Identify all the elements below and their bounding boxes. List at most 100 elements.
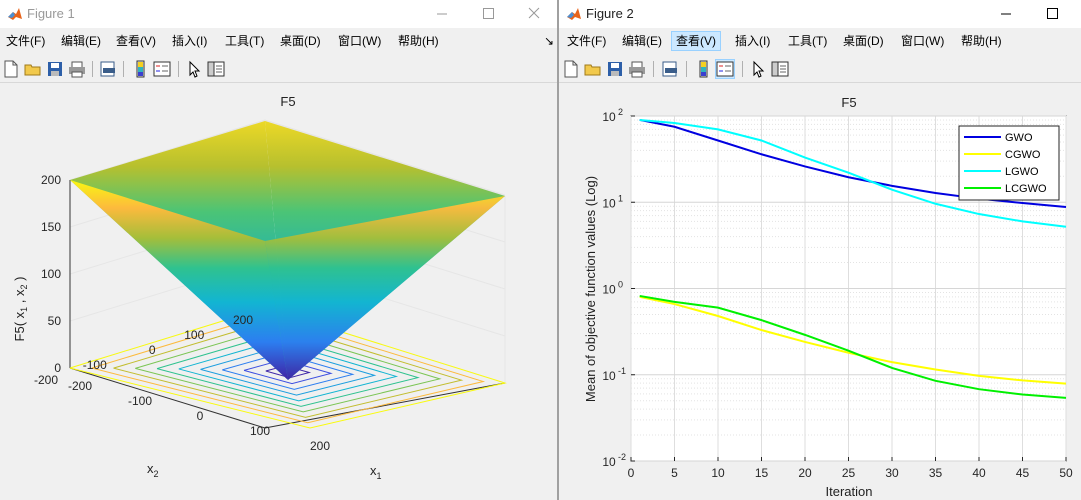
colorbar-button[interactable] bbox=[693, 59, 713, 79]
legend-icon bbox=[716, 61, 734, 77]
pointer-icon bbox=[753, 60, 765, 78]
figure-1-window: Figure 1 文件(F) 编辑(E) 查看(V) 插入(I) 工具(T) 桌… bbox=[0, 0, 557, 500]
x-axis-label: Iteration bbox=[826, 484, 873, 499]
contour-line bbox=[113, 320, 464, 418]
property-editor-button[interactable] bbox=[206, 59, 226, 79]
matlab-icon bbox=[567, 8, 581, 20]
property-editor-icon bbox=[771, 61, 789, 77]
chart-title: F5 bbox=[841, 95, 856, 110]
print-button[interactable] bbox=[67, 59, 87, 79]
colorbar-button[interactable] bbox=[130, 59, 150, 79]
new-figure-icon bbox=[4, 60, 18, 78]
window-title: Figure 1 bbox=[27, 6, 75, 21]
menu-help[interactable]: 帮助(H) bbox=[398, 34, 439, 48]
z-tick-label: 0 bbox=[54, 361, 61, 375]
minimize-button[interactable] bbox=[983, 0, 1029, 28]
title-bar[interactable]: Figure 1 bbox=[0, 0, 557, 28]
legend-label: LGWO bbox=[1005, 166, 1039, 178]
save-icon bbox=[48, 62, 62, 76]
series-line-cgwo bbox=[639, 295, 1067, 385]
save-button[interactable] bbox=[45, 59, 65, 79]
x-tick-label: 40 bbox=[972, 466, 986, 480]
close-button[interactable] bbox=[511, 0, 557, 28]
x-tick-label: 10 bbox=[711, 466, 725, 480]
menu-window[interactable]: 窗口(W) bbox=[901, 34, 945, 48]
minimize-icon bbox=[437, 13, 447, 15]
figure-2-window: Figure 2 文件(F) 编辑(E) 查看(V) 插入(I) 工具(T) 桌… bbox=[559, 0, 1081, 500]
new-figure-button[interactable] bbox=[561, 59, 581, 79]
y-tick-exponent: 0 bbox=[618, 280, 623, 290]
menu-view[interactable]: 查看(V) bbox=[671, 31, 721, 51]
x-tick-label: 20 bbox=[798, 466, 812, 480]
save-button[interactable] bbox=[605, 59, 625, 79]
x-tick-label: 25 bbox=[842, 466, 856, 480]
pointer-button[interactable] bbox=[748, 59, 768, 79]
y-tick-exponent: -2 bbox=[618, 452, 626, 462]
colorbar-icon bbox=[699, 60, 708, 78]
menu-tools[interactable]: 工具(T) bbox=[225, 34, 265, 48]
minimize-button[interactable] bbox=[419, 0, 465, 28]
grid-lines bbox=[630, 115, 1067, 462]
x2-tick-label: 100 bbox=[184, 328, 204, 342]
legend-icon bbox=[153, 61, 171, 77]
print-preview-button[interactable] bbox=[660, 59, 680, 79]
menu-desktop[interactable]: 桌面(D) bbox=[843, 34, 884, 48]
maximize-icon bbox=[1047, 8, 1058, 19]
new-figure-button[interactable] bbox=[1, 59, 21, 79]
save-icon bbox=[608, 62, 622, 76]
property-editor-button[interactable] bbox=[770, 59, 790, 79]
x1-tick-label: -200 bbox=[68, 379, 92, 393]
menu-help[interactable]: 帮助(H) bbox=[961, 34, 1002, 48]
pointer-button[interactable] bbox=[184, 59, 204, 79]
figure-toolbar bbox=[0, 56, 557, 83]
menu-file[interactable]: 文件(F) bbox=[6, 34, 46, 48]
legend-label: GWO bbox=[1005, 132, 1033, 144]
legend-label: CGWO bbox=[1005, 149, 1041, 161]
menu-insert[interactable]: 插入(I) bbox=[172, 34, 208, 48]
legend[interactable]: GWO CGWO LGWO LCGWO bbox=[958, 125, 1060, 201]
print-icon bbox=[629, 61, 645, 78]
toolbar-dock-arrow[interactable]: ↘ bbox=[544, 34, 555, 48]
y-tick-label: 10 bbox=[602, 196, 616, 210]
menu-edit[interactable]: 编辑(E) bbox=[622, 34, 662, 48]
print-preview-button[interactable] bbox=[98, 59, 118, 79]
menu-window[interactable]: 窗口(W) bbox=[338, 34, 382, 48]
z-axis-label: F5( x1 , x2 ) bbox=[12, 277, 29, 342]
contour-line bbox=[69, 307, 507, 429]
x-tick-label: 50 bbox=[1059, 466, 1073, 480]
open-file-button[interactable] bbox=[583, 59, 603, 79]
surface bbox=[70, 121, 505, 380]
contour-line bbox=[222, 352, 355, 390]
contour-line bbox=[200, 346, 377, 396]
series-lines bbox=[639, 118, 1067, 399]
maximize-button[interactable] bbox=[465, 0, 511, 28]
print-button[interactable] bbox=[627, 59, 647, 79]
x1-tick-label: 200 bbox=[310, 439, 330, 453]
contour-line bbox=[178, 340, 399, 402]
y-tick-label: 10 bbox=[602, 283, 616, 297]
menu-file[interactable]: 文件(F) bbox=[567, 34, 607, 48]
open-file-button[interactable] bbox=[23, 59, 43, 79]
figure-toolbar bbox=[559, 56, 1081, 83]
menu-view[interactable]: 查看(V) bbox=[116, 34, 156, 48]
legend-label: LCGWO bbox=[1005, 183, 1047, 195]
series-line-lgwo bbox=[639, 118, 1067, 228]
y-tick-exponent: 1 bbox=[618, 193, 623, 203]
title-bar[interactable]: Figure 2 bbox=[559, 0, 1081, 28]
pointer-icon bbox=[189, 60, 201, 78]
surface-plot[interactable]: 0 50 100 150 200 -200 -100 0 100 200 -200 -100 0 100 2… bbox=[0, 83, 557, 500]
x2-tick-label: 200 bbox=[233, 313, 253, 327]
menu-tools[interactable]: 工具(T) bbox=[788, 34, 828, 48]
legend-button[interactable] bbox=[152, 59, 172, 79]
contour-lines bbox=[69, 307, 507, 429]
maximize-button[interactable] bbox=[1029, 0, 1075, 28]
x-tick-label: 35 bbox=[929, 466, 943, 480]
legend-button[interactable] bbox=[715, 59, 735, 79]
x2-axis-label: x2 bbox=[147, 461, 159, 479]
menu-edit[interactable]: 编辑(E) bbox=[61, 34, 101, 48]
open-file-icon bbox=[24, 64, 41, 76]
y-tick-label: 10 bbox=[602, 369, 616, 383]
menu-insert[interactable]: 插入(I) bbox=[735, 34, 771, 48]
menu-desktop[interactable]: 桌面(D) bbox=[280, 34, 321, 48]
